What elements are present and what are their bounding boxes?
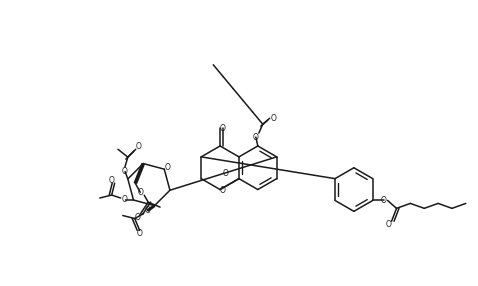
Text: O: O (380, 196, 387, 205)
Text: O: O (253, 132, 259, 142)
Text: O: O (121, 196, 128, 204)
Text: O: O (134, 212, 140, 222)
Text: O: O (137, 188, 143, 197)
Text: O: O (271, 114, 277, 123)
Text: O: O (222, 169, 228, 178)
Text: O: O (137, 229, 142, 238)
Text: O: O (145, 206, 151, 215)
Text: O: O (220, 186, 226, 195)
Text: O: O (122, 166, 128, 176)
Text: O: O (220, 124, 226, 133)
Text: O: O (136, 142, 141, 151)
Text: O: O (164, 163, 170, 172)
Text: O: O (109, 176, 115, 185)
Text: O: O (386, 220, 391, 229)
